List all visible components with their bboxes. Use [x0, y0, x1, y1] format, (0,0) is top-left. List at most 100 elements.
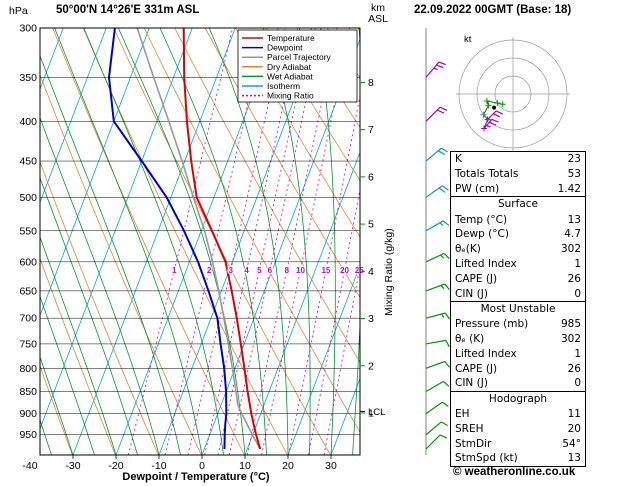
temp-tick-label: -10 [151, 460, 166, 472]
stat-value: 302 [560, 243, 581, 256]
stat-value: 302 [560, 332, 581, 345]
copyright: © weatheronline.co.uk [453, 466, 576, 478]
pressure-tick-label: 350 [19, 72, 37, 84]
datetime-title: 22.09.2022 00GMT (Base: 18) [414, 4, 572, 16]
stat-label: StmSpd (kt) [455, 452, 518, 465]
stat-value: 1.42 [557, 182, 581, 195]
stat-row: Dewp (°C) 4.7 [451, 227, 585, 242]
stat-label: Temp (°C) [455, 213, 508, 226]
hodograph: kt [456, 34, 570, 151]
mixing-ratio-lines [127, 28, 360, 455]
pressure-tick-label: 550 [19, 225, 37, 237]
pressure-tick-label: 600 [19, 256, 37, 268]
hodograph-marker [480, 111, 487, 118]
stat-row: θₑ(K) 302 [451, 242, 585, 257]
temp-tick-label: 10 [239, 460, 251, 472]
stat-row: Lifted Index 1 [451, 346, 585, 361]
dewpoint-line [107, 28, 228, 450]
temp-tick-label: -20 [108, 460, 123, 472]
pressure-tick-label: 400 [19, 116, 37, 128]
stat-value: 13 [567, 452, 581, 465]
wind-barbs [425, 28, 450, 455]
stat-label: CIN (J) [455, 287, 488, 300]
hodograph-unit-label: kt [464, 34, 472, 45]
pressure-tick-label: 750 [19, 338, 37, 350]
stat-row: SREH 20 [451, 421, 585, 436]
temp-axis-title: Dewpoint / Temperature (°C) [122, 471, 270, 483]
isotherm-lines [40, 28, 360, 455]
wind-barb [425, 434, 448, 450]
km-axis-unit: km ASL [360, 3, 396, 25]
mixing-ratio-label: 5 [257, 266, 262, 275]
legend-label: Dry Adiabat [267, 62, 312, 72]
pressure-unit-label: hPa [9, 5, 28, 17]
wind-barb [425, 283, 450, 292]
km-axis: 1 2 3 4 5 6 7 8 LCL [360, 77, 385, 420]
temp-axis: -40 -30 -20 -10 0 10 20 30 Dewpoint / Temperatur… [22, 455, 337, 483]
km-tick-label: 3 [368, 313, 374, 325]
stats-table: K 23 Totals Totals 53 PW (cm) 1.42 Surface Temp… [450, 151, 586, 467]
mixing-ratio-axis-title: Mixing Ratio (g/kg) [383, 228, 395, 316]
stat-value: 11 [567, 407, 581, 420]
pressure-tick-label: 500 [19, 192, 37, 204]
wind-barb [425, 220, 450, 232]
stat-value: 13 [567, 213, 581, 226]
stat-value: 26 [567, 272, 581, 285]
stat-value: 4.7 [564, 228, 581, 241]
km-tick-label: 1 [368, 408, 374, 420]
legend-label: Wet Adiabat [267, 71, 313, 81]
km-tick-label: 5 [368, 219, 374, 231]
parcel-trajectory-line [136, 28, 261, 450]
stat-section-title: Surface [451, 196, 585, 212]
temp-tick-label: -30 [65, 460, 80, 472]
wind-barb [425, 252, 450, 263]
wind-barb [425, 360, 450, 369]
wind-barb [425, 185, 449, 198]
mixing-ratio-label: 8 [285, 266, 290, 275]
plot-border [39, 27, 361, 456]
wind-barb [425, 61, 447, 78]
km-tick-label: 8 [368, 77, 374, 89]
stat-section-title: Hodograph [451, 390, 585, 407]
stat-row: PW (cm) 1.42 [451, 182, 585, 197]
mixing-ratio-label: 1 [172, 266, 177, 275]
temp-tick-label: 0 [199, 460, 205, 472]
stat-value: 20 [567, 422, 581, 435]
storm-motion-marker [492, 105, 497, 110]
stat-label: Totals Totals [455, 168, 519, 181]
lcl-label: LCL [368, 407, 385, 418]
asl-label: ASL [368, 13, 388, 25]
hodograph-marker [483, 98, 490, 105]
stat-section-title: Most Unstable [451, 300, 585, 317]
pressure-tick-label: 650 [19, 285, 37, 297]
legend-label: Parcel Trajectory [267, 52, 332, 62]
km-tick-label: 2 [368, 360, 374, 372]
mixing-ratio-label: 4 [244, 266, 249, 275]
temp-tick-label: -40 [22, 460, 37, 472]
hodograph-ring [494, 75, 532, 113]
stat-label: SREH [455, 422, 484, 435]
pressure-tick-label: 800 [19, 363, 37, 375]
stat-row: K 23 [451, 152, 585, 167]
pressure-tick-label: 700 [19, 313, 37, 325]
legend-label: Dewpoint [267, 43, 303, 53]
wind-barb [425, 312, 450, 320]
stat-value: 0 [574, 377, 581, 390]
wind-barb [425, 147, 449, 162]
legend-label: Mixing Ratio [267, 91, 314, 101]
pressure-axis: 300 350 400 450 500 550 600 650 700 750 800 850 900 9… [19, 23, 37, 442]
stat-label: θₑ(K) [455, 243, 481, 256]
stat-value: 23 [567, 153, 581, 166]
stat-value: 53 [567, 168, 581, 181]
stat-label: K [455, 153, 462, 166]
hodograph-ring [458, 39, 568, 149]
stat-label: Pressure (mb) [455, 318, 529, 331]
pressure-tick-label: 950 [19, 429, 37, 441]
wind-barb [425, 421, 449, 436]
stat-value: 0 [574, 287, 581, 300]
mixing-ratio-label: 10 [296, 266, 305, 275]
stat-row: Temp (°C) 13 [451, 212, 585, 227]
stat-label: CAPE (J) [455, 362, 498, 375]
pressure-tick-label: 300 [19, 23, 37, 35]
